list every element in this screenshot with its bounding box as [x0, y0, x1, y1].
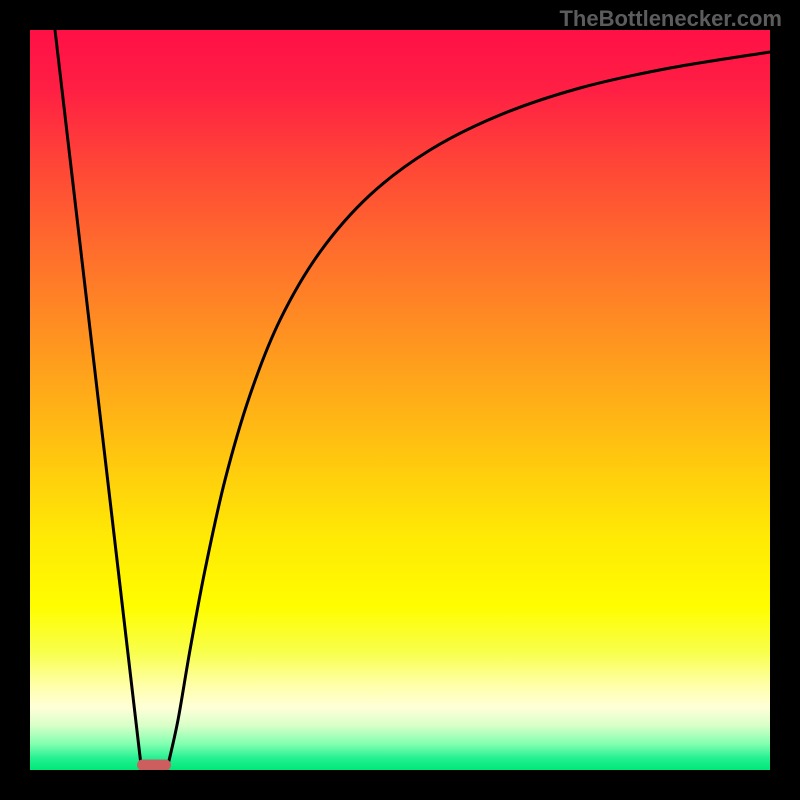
- bottleneck-chart: [0, 0, 800, 800]
- gradient-background: [30, 30, 770, 770]
- plot-area: [30, 30, 770, 771]
- optimal-marker: [137, 760, 171, 771]
- chart-container: TheBottlenecker.com: [0, 0, 800, 800]
- watermark-label: TheBottlenecker.com: [559, 6, 782, 32]
